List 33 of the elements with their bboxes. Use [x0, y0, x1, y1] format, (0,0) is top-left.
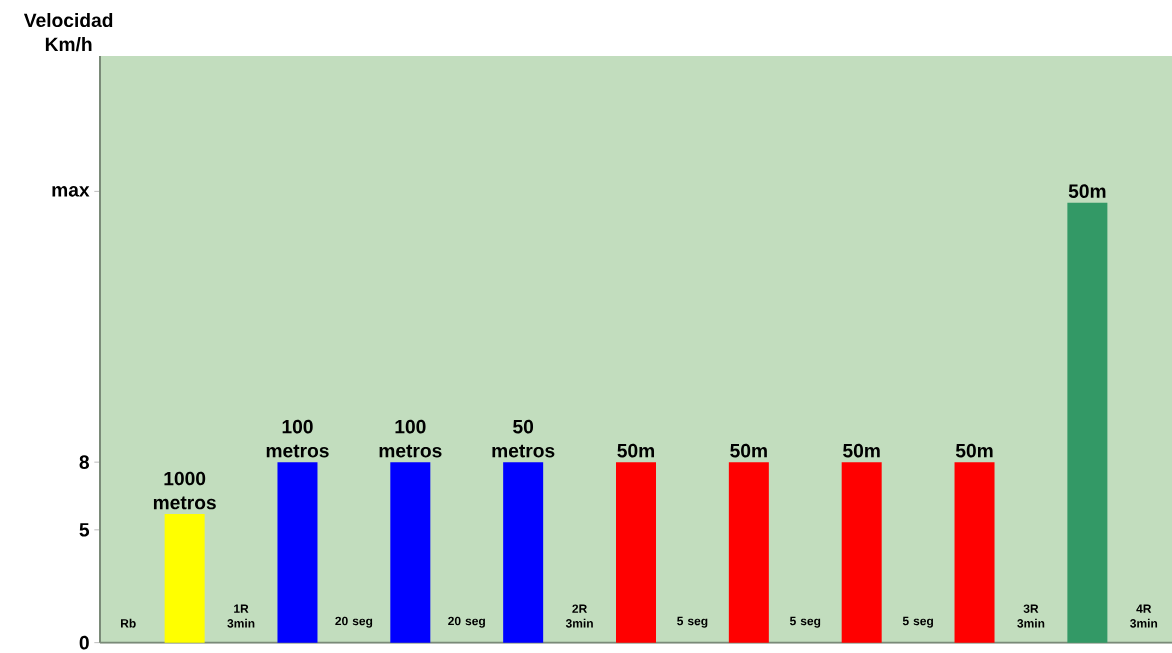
x-tick-label: 2R 3min — [565, 604, 593, 628]
x-tick-label: 5 seg — [789, 616, 821, 628]
annotation: 50m — [955, 443, 993, 458]
y-tick-label: 8 — [79, 455, 89, 469]
annotation: 50m — [1068, 184, 1106, 198]
bar — [164, 513, 205, 643]
x-tick-label: 3R 3min — [1017, 604, 1045, 628]
x-tick-label: Rb — [121, 618, 136, 628]
x-tick-label: 5 seg — [677, 616, 708, 628]
x-tick-label: 1R 3min — [227, 604, 255, 628]
y-tick-label: 0 — [79, 635, 89, 650]
bar — [390, 461, 431, 643]
y-tick-label: max — [52, 185, 90, 197]
annotation: 50m — [843, 443, 880, 458]
annotation: 100 metros — [379, 419, 442, 458]
bar — [728, 461, 769, 643]
bar — [277, 461, 318, 643]
y-axis-title: Velocidad Km/h — [23, 12, 113, 52]
bar — [954, 461, 995, 643]
annotation: 50m — [617, 443, 655, 458]
bar — [616, 461, 656, 643]
bar — [1067, 202, 1108, 643]
annotation: 100 metros — [266, 419, 329, 458]
annotation: 50 metros — [492, 419, 555, 458]
x-tick-label: 20 seg — [335, 616, 373, 628]
annotation: 50m — [730, 443, 767, 458]
y-tick-label: 5 — [79, 522, 90, 537]
x-tick-label: 5 seg — [902, 616, 933, 628]
annotation: 1000 metros — [153, 471, 216, 510]
bar — [841, 461, 882, 643]
bar — [503, 461, 544, 643]
x-tick-label: 20 seg — [448, 616, 485, 628]
x-tick-label: 4R 3min — [1130, 604, 1158, 628]
